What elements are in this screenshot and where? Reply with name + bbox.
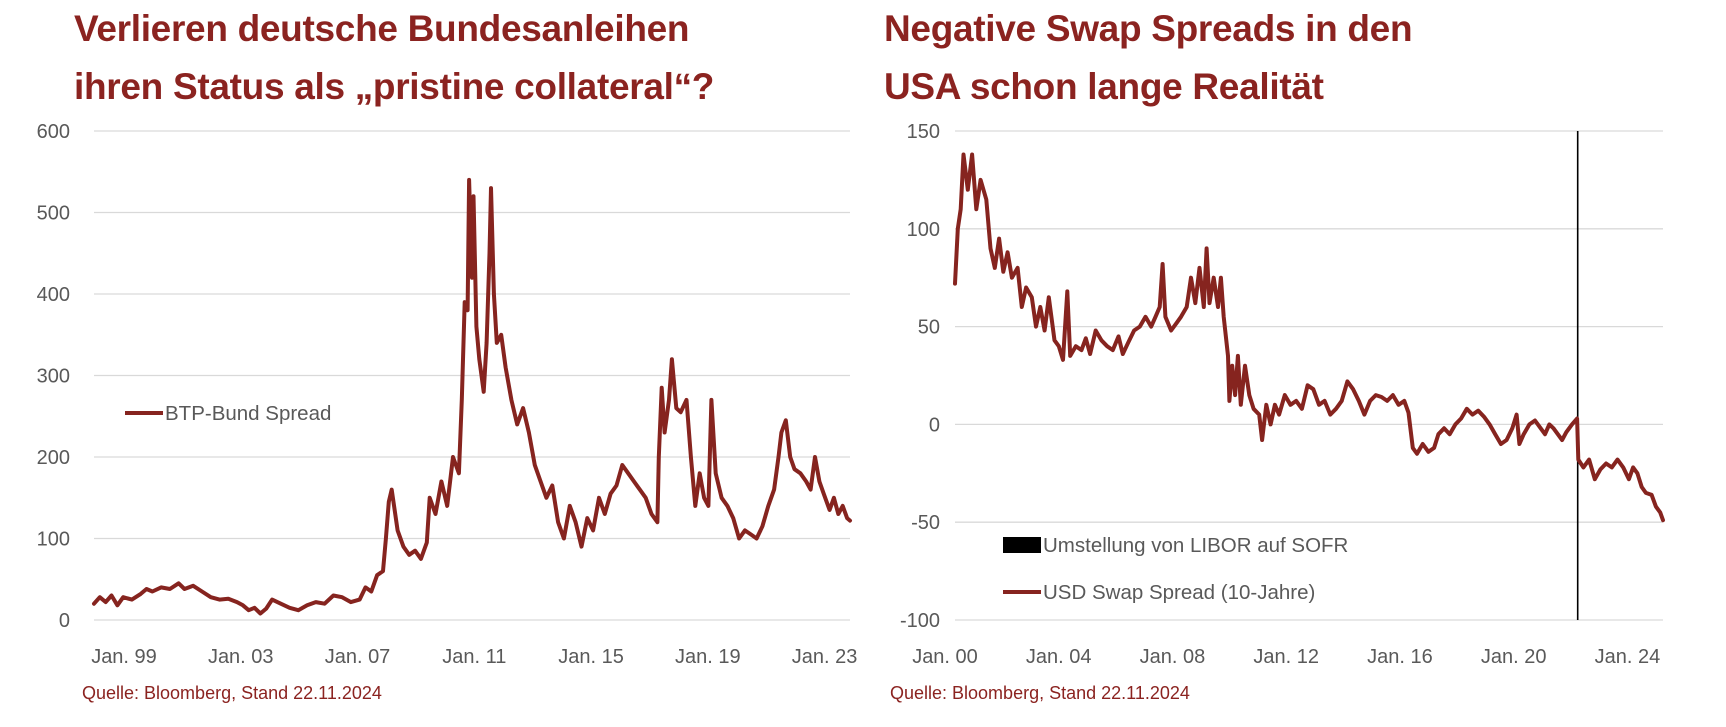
x-tick-label: Jan. 11 — [442, 646, 506, 668]
y-tick-label: 150 — [907, 121, 940, 143]
legend-label: BTP-Bund Spread — [165, 402, 331, 425]
series-line — [953, 152, 1665, 523]
x-tick-label: Jan. 04 — [1026, 646, 1092, 668]
left-source-note: Quelle: Bloomberg, Stand 22.11.2024 — [82, 683, 382, 703]
y-tick-label: 100 — [37, 529, 70, 551]
btp-bund-chart: 0 100 200 300 400 500 600 Jan. 99 Jan. 03 Jan. 07… — [37, 121, 858, 668]
left-title-line-1: Verlieren deutsche Bundesanleihen — [74, 8, 690, 49]
x-tick-label: Jan. 00 — [912, 646, 978, 668]
y-tick-label: 0 — [929, 414, 940, 436]
y-tick-label: 300 — [37, 366, 70, 388]
x-tick-label: Jan. 03 — [208, 646, 274, 668]
x-tick-label: Jan. 16 — [1367, 646, 1433, 668]
x-tick-label: Jan. 12 — [1253, 646, 1319, 668]
series-line — [92, 177, 852, 616]
right-chart-title: Negative Swap Spreads in den USA schon l… — [884, 0, 1413, 116]
y-tick-label: -100 — [900, 610, 940, 632]
right-title-line-1: Negative Swap Spreads in den — [884, 8, 1413, 49]
y-tick-label: 100 — [907, 219, 940, 241]
left-chart-title: Verlieren deutsche Bundesanleihen ihren … — [74, 0, 714, 116]
y-tick-label: 600 — [37, 121, 70, 143]
x-tick-label: Jan. 19 — [675, 646, 741, 668]
legend-box-swatch — [1003, 537, 1041, 553]
usd-swap-chart: -100 -50 0 50 100 150 Jan. 00 Jan. 04 Jan. 08 Jan… — [900, 121, 1665, 668]
y-tick-label: 0 — [59, 610, 70, 632]
x-tick-label: Jan. 08 — [1140, 646, 1206, 668]
x-tick-label: Jan. 23 — [792, 646, 858, 668]
y-tick-label: 200 — [37, 447, 70, 469]
y-tick-label: 500 — [37, 203, 70, 225]
x-tick-label: Jan. 20 — [1481, 646, 1547, 668]
left-title-line-2: ihren Status als „pristine collateral“? — [74, 66, 715, 107]
x-tick-label: Jan. 15 — [558, 646, 624, 668]
y-tick-label: 400 — [37, 284, 70, 306]
legend-label: Umstellung von LIBOR auf SOFR — [1043, 534, 1348, 557]
right-source-note: Quelle: Bloomberg, Stand 22.11.2024 — [890, 683, 1190, 703]
x-tick-label: Jan. 99 — [91, 646, 157, 668]
x-tick-label: Jan. 24 — [1595, 646, 1661, 668]
legend-label: USD Swap Spread (10-Jahre) — [1043, 581, 1315, 604]
y-tick-label: -50 — [911, 512, 940, 534]
x-tick-label: Jan. 07 — [325, 646, 391, 668]
y-tick-label: 50 — [918, 317, 940, 339]
right-title-line-2: USA schon lange Realität — [884, 66, 1324, 107]
